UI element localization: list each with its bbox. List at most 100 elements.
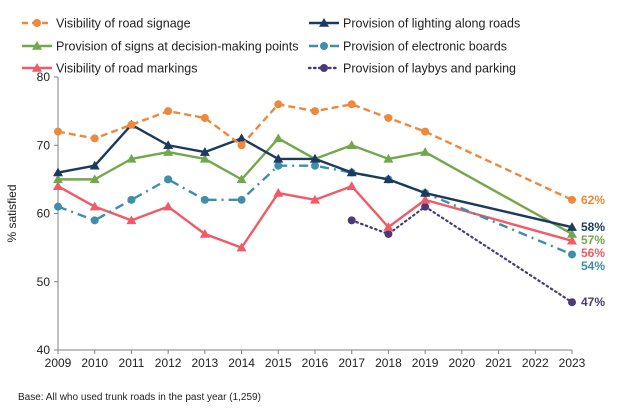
series-provision-of-signs-at-decision-making-points — [53, 133, 577, 238]
series-visibility-of-road-markings — [53, 181, 577, 252]
data-point — [568, 195, 576, 204]
end-label: 58% — [581, 220, 605, 234]
end-label: 62% — [581, 193, 605, 207]
data-point — [347, 216, 356, 225]
x-tick-label: 2014 — [228, 356, 255, 370]
legend-marker — [33, 19, 41, 27]
x-tick-label: 2022 — [522, 356, 549, 370]
data-point — [236, 174, 247, 184]
data-point — [237, 141, 246, 150]
legend-item: Visibility of road signage — [22, 17, 191, 31]
x-tick-label: 2018 — [375, 356, 402, 370]
data-point — [273, 153, 284, 163]
legend-item: Visibility of road markings — [22, 62, 198, 76]
x-tick-label: 2023 — [559, 356, 586, 370]
data-point — [273, 188, 284, 197]
data-point — [53, 181, 63, 190]
legend-label: Visibility of road signage — [56, 17, 191, 31]
data-point — [420, 188, 431, 197]
data-point — [346, 167, 357, 177]
data-point — [568, 298, 576, 307]
legend-marker — [32, 63, 42, 72]
data-point — [53, 167, 63, 177]
data-point — [199, 228, 210, 238]
series-visibility-of-road-signage — [54, 100, 576, 204]
data-point — [384, 229, 393, 238]
y-tick-label: 60 — [37, 207, 51, 221]
data-point — [384, 113, 393, 122]
x-tick-label: 2017 — [338, 356, 365, 370]
series-group — [53, 100, 577, 307]
series-line — [350, 205, 574, 304]
data-point — [421, 202, 430, 211]
legend-item: Provision of lighting along roads — [309, 17, 520, 31]
legend-item: Provision of electronic boards — [309, 40, 507, 54]
data-point — [310, 153, 320, 163]
legend-marker — [320, 64, 328, 72]
legend-item: Provision of laybys and parking — [307, 62, 516, 76]
x-tick-label: 2009 — [45, 356, 72, 370]
x-tick-label: 2015 — [265, 356, 292, 370]
legend-label: Visibility of road markings — [56, 62, 198, 76]
legend-label: Provision of electronic boards — [343, 40, 507, 54]
x-tick-label: 2020 — [449, 356, 476, 370]
data-point — [89, 201, 100, 211]
footnote: Base: All who used trunk roads in the pa… — [18, 392, 261, 403]
data-point — [199, 153, 210, 163]
data-point — [127, 120, 136, 129]
series-provision-of-lighting-along-roads — [53, 119, 577, 231]
data-point — [89, 174, 100, 184]
data-point — [311, 161, 319, 170]
y-tick-label: 80 — [37, 70, 51, 84]
data-point — [567, 228, 577, 238]
legend-marker — [32, 41, 42, 50]
data-point — [199, 147, 210, 156]
data-point — [346, 140, 357, 149]
data-point — [236, 242, 247, 252]
x-tick-label: 2011 — [119, 356, 145, 370]
series-line — [57, 103, 573, 201]
data-point — [54, 127, 62, 136]
data-point — [200, 113, 209, 122]
data-point — [274, 161, 283, 170]
data-point — [163, 147, 174, 156]
y-tick-label: 70 — [37, 138, 51, 152]
y-tick-label: 50 — [37, 275, 51, 289]
line-chart: Visibility of road signage Provision of l… — [5, 17, 605, 371]
data-point — [164, 107, 173, 116]
data-point — [421, 127, 430, 136]
data-point — [346, 181, 357, 190]
data-point — [127, 195, 136, 204]
legend-marker — [319, 18, 329, 27]
x-tick-label: 2013 — [192, 356, 219, 370]
data-point — [163, 201, 174, 211]
data-point — [273, 133, 284, 143]
data-point — [126, 215, 137, 225]
x-tick-label: 2021 — [485, 356, 512, 370]
data-point — [347, 100, 356, 109]
data-point — [420, 194, 431, 204]
data-point — [90, 216, 99, 225]
y-axis-title: % satisfied — [5, 184, 19, 242]
data-point — [237, 195, 246, 204]
data-point — [568, 250, 576, 259]
legend: Visibility of road signage Provision of l… — [22, 17, 520, 76]
data-point — [567, 222, 577, 231]
data-point — [89, 160, 100, 170]
end-label: 56% — [581, 246, 605, 260]
series-line — [57, 123, 573, 229]
legend-marker — [320, 42, 328, 50]
data-point — [126, 153, 137, 163]
x-tick-label: 2010 — [81, 356, 108, 370]
data-point — [200, 195, 209, 204]
series-line — [57, 184, 573, 249]
legend-item: Provision of signs at decision-making po… — [22, 40, 298, 54]
data-point — [310, 194, 320, 204]
data-point — [420, 147, 431, 156]
data-point — [383, 222, 394, 231]
series-line — [58, 137, 573, 236]
legend-label: Provision of laybys and parking — [343, 62, 516, 76]
data-point — [164, 175, 173, 184]
legend-label: Provision of signs at decision-making po… — [56, 40, 298, 54]
end-label: 47% — [581, 295, 605, 309]
